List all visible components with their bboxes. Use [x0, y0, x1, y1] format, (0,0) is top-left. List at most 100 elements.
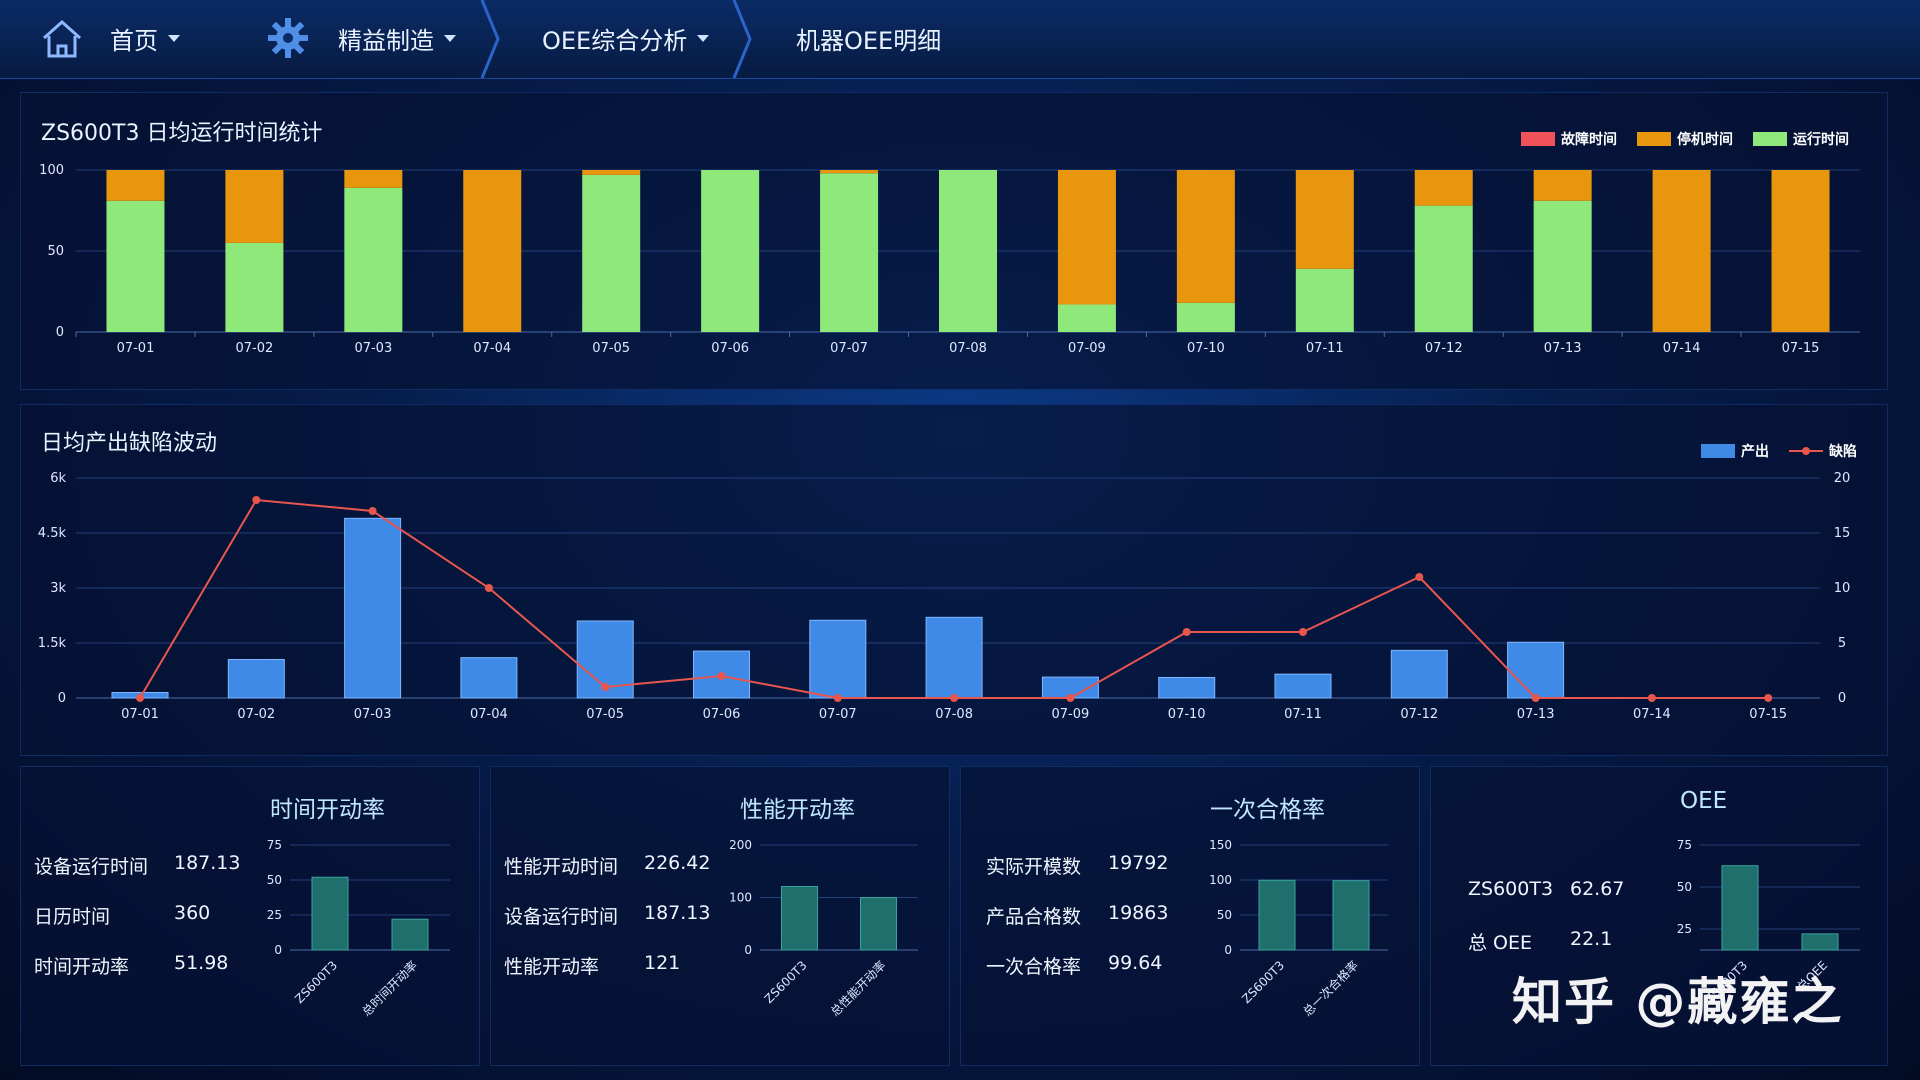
x-tick-label: 07-01	[117, 341, 155, 356]
bar-segment[interactable]	[820, 173, 879, 332]
kv-key: 一次合格率	[986, 956, 1082, 978]
bar-segment[interactable]	[1295, 170, 1354, 269]
bar-segment[interactable]	[1533, 200, 1592, 332]
gear-icon[interactable]	[266, 16, 310, 60]
x-tick-label: 07-09	[1068, 341, 1106, 356]
nav-home[interactable]: 首页	[110, 18, 180, 58]
defect-point[interactable]	[833, 694, 842, 702]
x-tick-label: 总时间开动率	[359, 958, 421, 1020]
bar-segment[interactable]	[1057, 170, 1116, 305]
output-bar[interactable]	[1158, 676, 1216, 699]
x-tick-label: 07-15	[1749, 707, 1787, 722]
bar-segment[interactable]	[344, 187, 403, 332]
x-tick-label: 07-13	[1544, 341, 1582, 356]
defect-point[interactable]	[1531, 694, 1540, 702]
legend-fault[interactable]: 故障时间	[1521, 129, 1617, 149]
output-bar[interactable]	[925, 616, 983, 699]
defect-point[interactable]	[1415, 573, 1424, 581]
bar-segment[interactable]	[1652, 170, 1711, 332]
legend-run[interactable]: 运行时间	[1753, 129, 1849, 149]
y-tick-label: 3k	[50, 581, 66, 596]
output-bar[interactable]	[1274, 673, 1332, 699]
x-tick-label: 07-12	[1400, 707, 1438, 722]
bar-segment[interactable]	[225, 242, 284, 332]
output-bar[interactable]	[1390, 649, 1448, 699]
kv-value: 19863	[1108, 902, 1169, 924]
y-tick-label: 0	[744, 943, 752, 957]
defect-point[interactable]	[1066, 694, 1075, 702]
output-bar[interactable]	[344, 517, 402, 699]
x-tick-label: ZS600T3	[762, 958, 810, 1006]
kv-key: 日历时间	[34, 906, 111, 928]
bar-segment[interactable]	[1176, 302, 1235, 332]
bar-segment[interactable]	[582, 174, 641, 332]
defect-point[interactable]	[717, 672, 726, 680]
x-tick-label: 07-12	[1425, 341, 1463, 356]
mini-bar[interactable]	[1332, 880, 1370, 951]
bar-segment[interactable]	[939, 170, 997, 332]
output-bar[interactable]	[227, 659, 285, 699]
defect-point[interactable]	[252, 496, 261, 504]
mini-bar[interactable]	[781, 885, 818, 951]
nav-lean[interactable]: 精益制造	[338, 18, 456, 58]
bar-segment[interactable]	[344, 170, 403, 188]
x-tick-label: 07-02	[236, 341, 274, 356]
legend-defect[interactable]: 缺陷	[1789, 441, 1857, 461]
x-tick-label: ZS600T3	[292, 958, 340, 1006]
bar-segment[interactable]	[1057, 304, 1116, 332]
defect-point[interactable]	[484, 584, 493, 592]
nav-oee[interactable]: OEE综合分析	[542, 18, 710, 58]
bar-segment[interactable]	[463, 170, 522, 332]
x-tick-label: 07-11	[1306, 341, 1344, 356]
bar-segment[interactable]	[1414, 205, 1473, 332]
bar-segment[interactable]	[582, 170, 641, 175]
x-tick-label: 07-13	[1517, 707, 1555, 722]
bar-segment[interactable]	[1533, 170, 1592, 201]
card-title: 性能开动率	[740, 797, 855, 823]
kv-value: 360	[174, 902, 211, 924]
defect-point[interactable]	[950, 694, 959, 702]
defect-point[interactable]	[1764, 694, 1773, 702]
bar-segment[interactable]	[1414, 170, 1473, 206]
defect-point[interactable]	[136, 694, 144, 702]
card-kv-list: 实际开模数 19792 产品合格数 19863 一次合格率 99.64	[986, 852, 1196, 992]
chevron-down-icon	[168, 34, 180, 42]
defect-point[interactable]	[1299, 628, 1307, 636]
bar-segment[interactable]	[1176, 170, 1235, 303]
defect-point[interactable]	[1647, 694, 1656, 702]
mini-bar[interactable]	[391, 918, 429, 951]
defect-point[interactable]	[368, 507, 377, 515]
y-tick-label: 75	[1677, 838, 1692, 852]
y-tick-label: 6k	[50, 471, 66, 486]
mini-bar[interactable]	[1801, 933, 1839, 951]
mini-bar[interactable]	[311, 876, 349, 951]
bar-segment[interactable]	[1295, 268, 1354, 332]
home-icon[interactable]	[38, 14, 86, 62]
bar-segment[interactable]	[701, 170, 760, 332]
legend-output[interactable]: 产出	[1701, 441, 1769, 461]
legend-label: 运行时间	[1793, 132, 1849, 148]
defect-point[interactable]	[1182, 628, 1191, 636]
mini-bar[interactable]	[1258, 879, 1296, 951]
nav-oee-label: OEE综合分析	[542, 26, 688, 55]
legend-line-swatch	[1789, 447, 1823, 455]
bar-segment[interactable]	[106, 170, 165, 201]
bar-segment[interactable]	[820, 170, 879, 174]
bar-segment[interactable]	[106, 200, 165, 332]
x-tick-label: 07-03	[354, 341, 392, 356]
defect-point[interactable]	[601, 683, 610, 691]
bar-segment[interactable]	[225, 170, 284, 243]
legend-swatch	[1637, 132, 1671, 146]
output-bar[interactable]	[460, 657, 518, 699]
nav-detail[interactable]: 机器OEE明细	[796, 18, 941, 58]
bar-segment[interactable]	[1771, 170, 1830, 332]
nav-separator	[480, 0, 500, 78]
x-tick-label: 07-06	[711, 341, 749, 356]
x-tick-label: 07-05	[592, 341, 630, 356]
legend-stop[interactable]: 停机时间	[1637, 129, 1733, 149]
y-tick-label: 0	[58, 691, 66, 706]
chevron-down-icon	[697, 34, 710, 42]
mini-bar[interactable]	[1721, 865, 1759, 951]
kv-key: 产品合格数	[986, 906, 1082, 928]
mini-bar[interactable]	[860, 897, 897, 951]
